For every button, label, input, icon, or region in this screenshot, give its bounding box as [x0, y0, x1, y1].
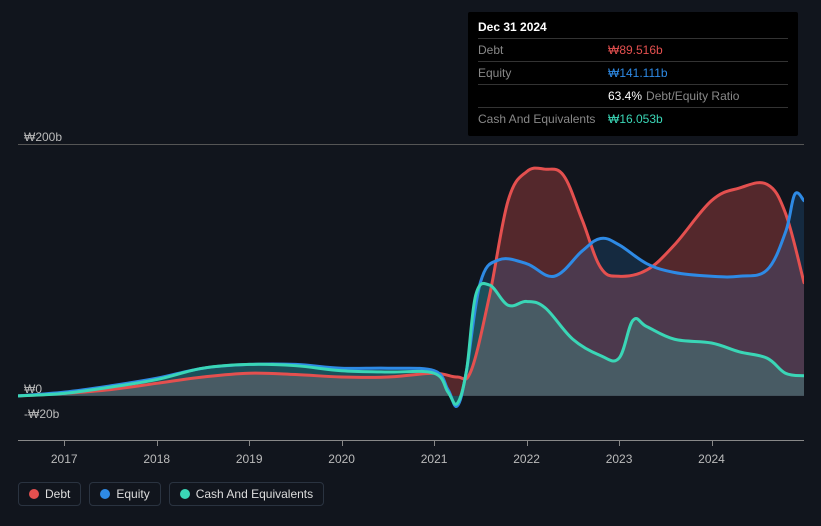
x-axis-label: 2017 [51, 452, 78, 466]
x-axis-label: 2022 [513, 452, 540, 466]
x-axis-label: 2019 [236, 452, 263, 466]
chart-svg [18, 144, 804, 440]
chart-legend: Debt Equity Cash And Equivalents [18, 482, 324, 506]
tooltip-row-value: ₩141.111b [608, 64, 668, 82]
x-axis-line [18, 440, 804, 441]
legend-dot-icon [29, 489, 39, 499]
legend-item-equity[interactable]: Equity [89, 482, 160, 506]
tooltip-row: Debt₩89.516b [478, 38, 788, 61]
plot-top-line [18, 144, 804, 145]
tooltip-row-muted: Debt/Equity Ratio [646, 87, 739, 105]
legend-dot-icon [180, 489, 190, 499]
x-axis-label: 2020 [328, 452, 355, 466]
x-axis-label: 2021 [421, 452, 448, 466]
tooltip-row-value: ₩89.516b [608, 41, 663, 59]
legend-label: Cash And Equivalents [196, 487, 313, 501]
x-axis-label: 2023 [606, 452, 633, 466]
tooltip-row-label: Debt [478, 41, 608, 59]
y-axis-label: -₩20b [24, 407, 59, 421]
legend-dot-icon [100, 489, 110, 499]
tooltip-row: Cash And Equivalents₩16.053b [478, 107, 788, 130]
tooltip-row-value: ₩16.053b [608, 110, 663, 128]
tooltip-row-value: 63.4% [608, 87, 642, 105]
tooltip-row-label: Cash And Equivalents [478, 110, 608, 128]
legend-item-debt[interactable]: Debt [18, 482, 81, 506]
chart-tooltip: Dec 31 2024 Debt₩89.516bEquity₩141.111b6… [468, 12, 798, 136]
y-axis-label: ₩200b [24, 130, 62, 144]
tooltip-row-label: Equity [478, 64, 608, 82]
legend-label: Equity [116, 487, 149, 501]
x-axis-label: 2018 [143, 452, 170, 466]
tooltip-row-label [478, 87, 608, 105]
legend-item-cash-and-equivalents[interactable]: Cash And Equivalents [169, 482, 324, 506]
tooltip-date: Dec 31 2024 [478, 18, 788, 36]
legend-label: Debt [45, 487, 70, 501]
tooltip-row: 63.4%Debt/Equity Ratio [478, 84, 788, 107]
x-axis-label: 2024 [698, 452, 725, 466]
tooltip-row: Equity₩141.111b [478, 61, 788, 84]
y-axis-label: ₩0 [24, 382, 42, 396]
